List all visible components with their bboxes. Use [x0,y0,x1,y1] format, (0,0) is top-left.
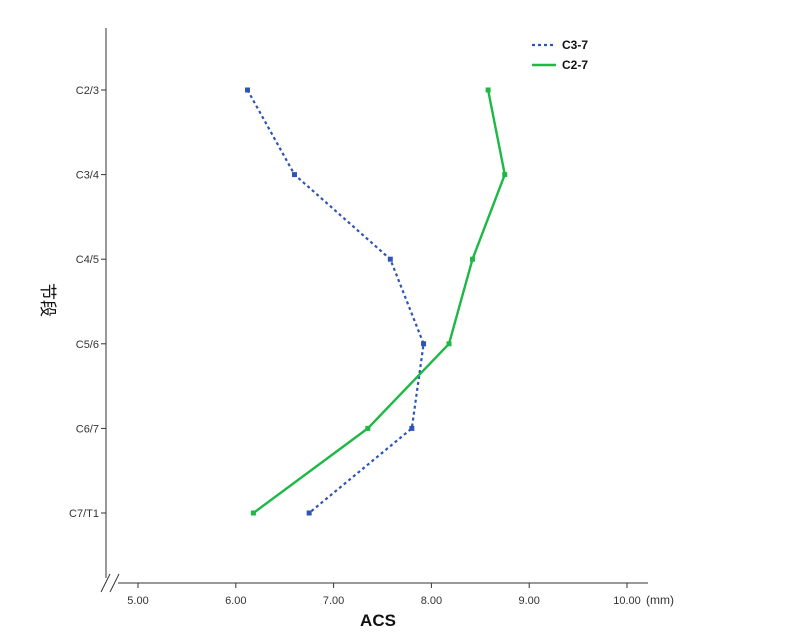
x-tick-label: 10.00 [613,595,641,607]
axis-break-icon [100,573,120,593]
legend-label: C3-7 [562,38,588,52]
series-C3-7 [245,87,427,516]
data-point [409,425,415,431]
y-tick-label: C6/7 [76,423,99,435]
data-point [502,172,508,178]
x-tick-label: 7.00 [323,595,344,607]
y-tick-label: C2/3 [76,85,99,97]
data-point [421,341,427,347]
y-axis-ticks: C2/3 C3/4 C4/5 C5/6 C6/7 C7/T1 [69,85,106,520]
data-point [446,341,452,347]
data-point [387,256,393,262]
x-tick-label: 6.00 [225,595,246,607]
data-point [365,425,371,431]
y-tick-label: C3/4 [76,170,99,182]
x-axis-ticks: 5.00 6.00 7.00 8.00 9.00 10.00 [127,583,641,607]
x-tick-label: 9.00 [518,595,539,607]
data-point [306,510,312,516]
x-tick-label: 5.00 [127,595,148,607]
legend-label: C2-7 [562,58,588,72]
data-point [245,87,251,93]
y-axis-title: 节段 [37,283,57,317]
series-line [252,89,506,514]
legend: C3-7 C2-7 [532,38,588,72]
data-point [469,256,475,262]
data-point [291,172,297,178]
data-point [250,510,256,516]
series-C2-7 [250,87,508,516]
y-tick-label: C5/6 [76,339,99,351]
x-axis-title: ACS [360,611,396,630]
series-layer [245,87,508,516]
series-line [246,89,425,514]
y-tick-label: C4/5 [76,254,99,266]
x-tick-label: 8.00 [421,595,442,607]
data-point [485,87,491,93]
y-tick-label: C7/T1 [69,508,99,520]
x-axis-unit: (mm) [646,593,674,607]
